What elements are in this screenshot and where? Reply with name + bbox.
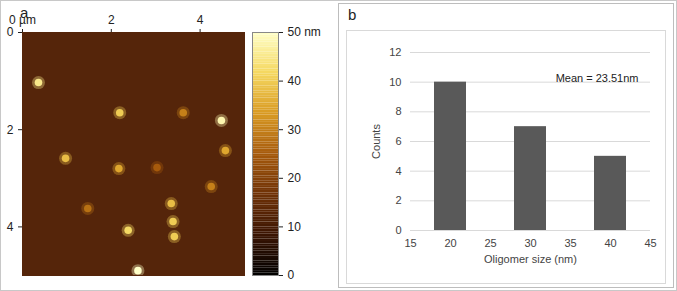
svg-text:35: 35	[564, 237, 576, 249]
svg-text:15: 15	[404, 237, 416, 249]
svg-text:2: 2	[108, 13, 115, 27]
svg-text:10: 10	[288, 220, 302, 234]
svg-text:Mean = 23.51nm: Mean = 23.51nm	[556, 72, 639, 84]
svg-text:4: 4	[7, 220, 14, 234]
svg-text:40: 40	[604, 237, 616, 249]
svg-text:12: 12	[389, 46, 401, 58]
svg-text:45: 45	[644, 237, 656, 249]
svg-text:6: 6	[395, 135, 401, 147]
svg-text:30: 30	[288, 123, 302, 137]
svg-text:Counts: Counts	[370, 124, 382, 159]
svg-text:40: 40	[288, 74, 302, 88]
svg-text:0: 0	[395, 224, 401, 236]
svg-text:50 nm: 50 nm	[288, 25, 321, 39]
svg-text:25: 25	[484, 237, 496, 249]
svg-text:2: 2	[7, 123, 14, 137]
svg-text:20: 20	[444, 237, 456, 249]
svg-text:8: 8	[395, 105, 401, 117]
svg-text:30: 30	[524, 237, 536, 249]
svg-text:Oligomer size (nm): Oligomer size (nm)	[484, 253, 577, 265]
svg-text:4: 4	[395, 165, 401, 177]
svg-text:20: 20	[288, 171, 302, 185]
svg-text:0 µm: 0 µm	[9, 13, 36, 27]
svg-text:10: 10	[389, 76, 401, 88]
svg-text:0: 0	[288, 268, 295, 282]
svg-text:0: 0	[7, 25, 14, 39]
svg-text:4: 4	[197, 13, 204, 27]
svg-text:2: 2	[395, 194, 401, 206]
